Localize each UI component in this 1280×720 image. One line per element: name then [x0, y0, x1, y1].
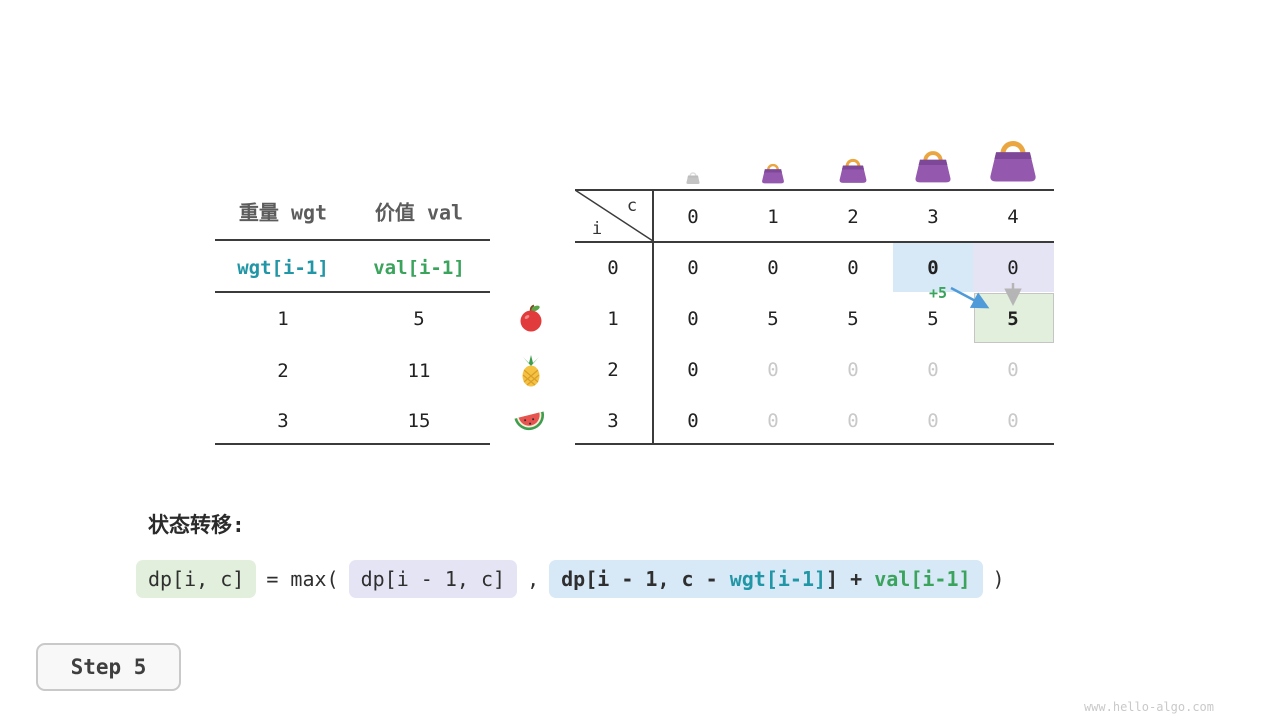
dp-cell-2-1: 0 — [767, 359, 779, 381]
step-indicator-label: Step 5 — [70, 655, 147, 679]
corner-diagonal — [575, 190, 653, 241]
bag-icon-capacity-0 — [685, 172, 701, 185]
col-header-1: 1 — [767, 206, 779, 228]
formula-closing-paren: ) — [992, 567, 1005, 591]
dp-cell-0-3: 0 — [927, 257, 939, 279]
dp-cell-1-3: 5 — [927, 308, 939, 330]
watermark: www.hello-algo.com — [1083, 700, 1214, 714]
dp-table-vertical-divider — [652, 189, 654, 445]
dp-cell-1-4: 5 — [1007, 308, 1019, 330]
row-header-2: 2 — [607, 359, 619, 381]
formula-target-term: dp[i, c] — [136, 560, 257, 598]
dp-cell-3-3: 0 — [927, 410, 939, 432]
apple-icon — [520, 304, 542, 332]
dp-table-top-border — [575, 189, 1054, 191]
dp-cell-1-1: 5 — [767, 308, 779, 330]
dp-cell-0-2: 0 — [847, 257, 859, 279]
val-variable-label: val[i-1] — [373, 257, 465, 279]
state-transition-formula: dp[i, c] = max( dp[i - 1, c] , dp[i - 1,… — [136, 560, 1005, 598]
item-2-value: 11 — [407, 360, 431, 382]
item-3-value: 15 — [407, 410, 431, 432]
axis-label-i: i — [591, 219, 603, 239]
col-header-0: 0 — [687, 206, 699, 228]
formula-skip-term: dp[i - 1, c] — [348, 560, 518, 598]
watermelon-icon — [514, 411, 545, 431]
dp-cell-2-3: 0 — [927, 359, 939, 381]
dp-table-bottom-border — [575, 443, 1054, 445]
item-2-weight: 2 — [277, 360, 289, 382]
formula-val-part: val[i-1] — [874, 567, 971, 591]
col-header-2: 2 — [847, 206, 859, 228]
formula-take-prefix: dp[i - 1, c - — [561, 567, 730, 591]
col-header-4: 4 — [1007, 206, 1019, 228]
highlight-source-cell-dp-0-3 — [893, 242, 973, 292]
dp-cell-0-0: 0 — [687, 257, 699, 279]
bag-icon-capacity-2 — [838, 158, 868, 185]
bag-icon-capacity-4 — [986, 133, 1040, 185]
dp-cell-2-2: 0 — [847, 359, 859, 381]
bag-icon-capacity-1 — [760, 163, 786, 185]
bag-icon-capacity-3 — [913, 151, 953, 185]
dp-cell-2-0: 0 — [687, 359, 699, 381]
col-header-3: 3 — [927, 206, 939, 228]
items-table-header-divider — [215, 239, 490, 241]
formula-operator: = max( — [266, 567, 339, 591]
formula-take-term: dp[i - 1, c - wgt[i-1]] + val[i-1] — [549, 560, 983, 598]
axis-label-c: c — [626, 196, 638, 216]
dp-cell-3-1: 0 — [767, 410, 779, 432]
item-1-value: 5 — [413, 308, 425, 330]
plus-five-annotation: +5 — [928, 284, 948, 302]
dp-cell-1-0: 0 — [687, 308, 699, 330]
dp-cell-3-2: 0 — [847, 410, 859, 432]
row-header-1: 1 — [607, 308, 619, 330]
step-indicator[interactable]: Step 5 — [36, 643, 181, 691]
dp-cell-1-2: 5 — [847, 308, 859, 330]
dp-cell-2-4: 0 — [1007, 359, 1019, 381]
dp-cell-3-4: 0 — [1007, 410, 1019, 432]
items-table-var-divider — [215, 291, 490, 293]
dp-table-header-divider — [575, 241, 1054, 243]
item-1-weight: 1 — [277, 308, 289, 330]
items-table-bottom-divider — [215, 443, 490, 445]
formula-wgt-part: wgt[i-1] — [729, 567, 827, 591]
items-value-header: 价值 val — [374, 200, 464, 225]
state-transition-label: 状态转移: — [148, 513, 245, 537]
formula-separator: , — [527, 567, 540, 591]
row-header-0: 0 — [607, 257, 619, 279]
item-3-weight: 3 — [277, 410, 289, 432]
formula-take-mid: ] + — [826, 567, 875, 591]
row-header-3: 3 — [607, 410, 619, 432]
pineapple-icon — [522, 355, 540, 387]
dp-cell-3-0: 0 — [687, 410, 699, 432]
items-weight-header: 重量 wgt — [238, 200, 328, 225]
wgt-variable-label: wgt[i-1] — [237, 257, 329, 279]
dp-cell-0-1: 0 — [767, 257, 779, 279]
dp-cell-0-4: 0 — [1007, 257, 1019, 279]
